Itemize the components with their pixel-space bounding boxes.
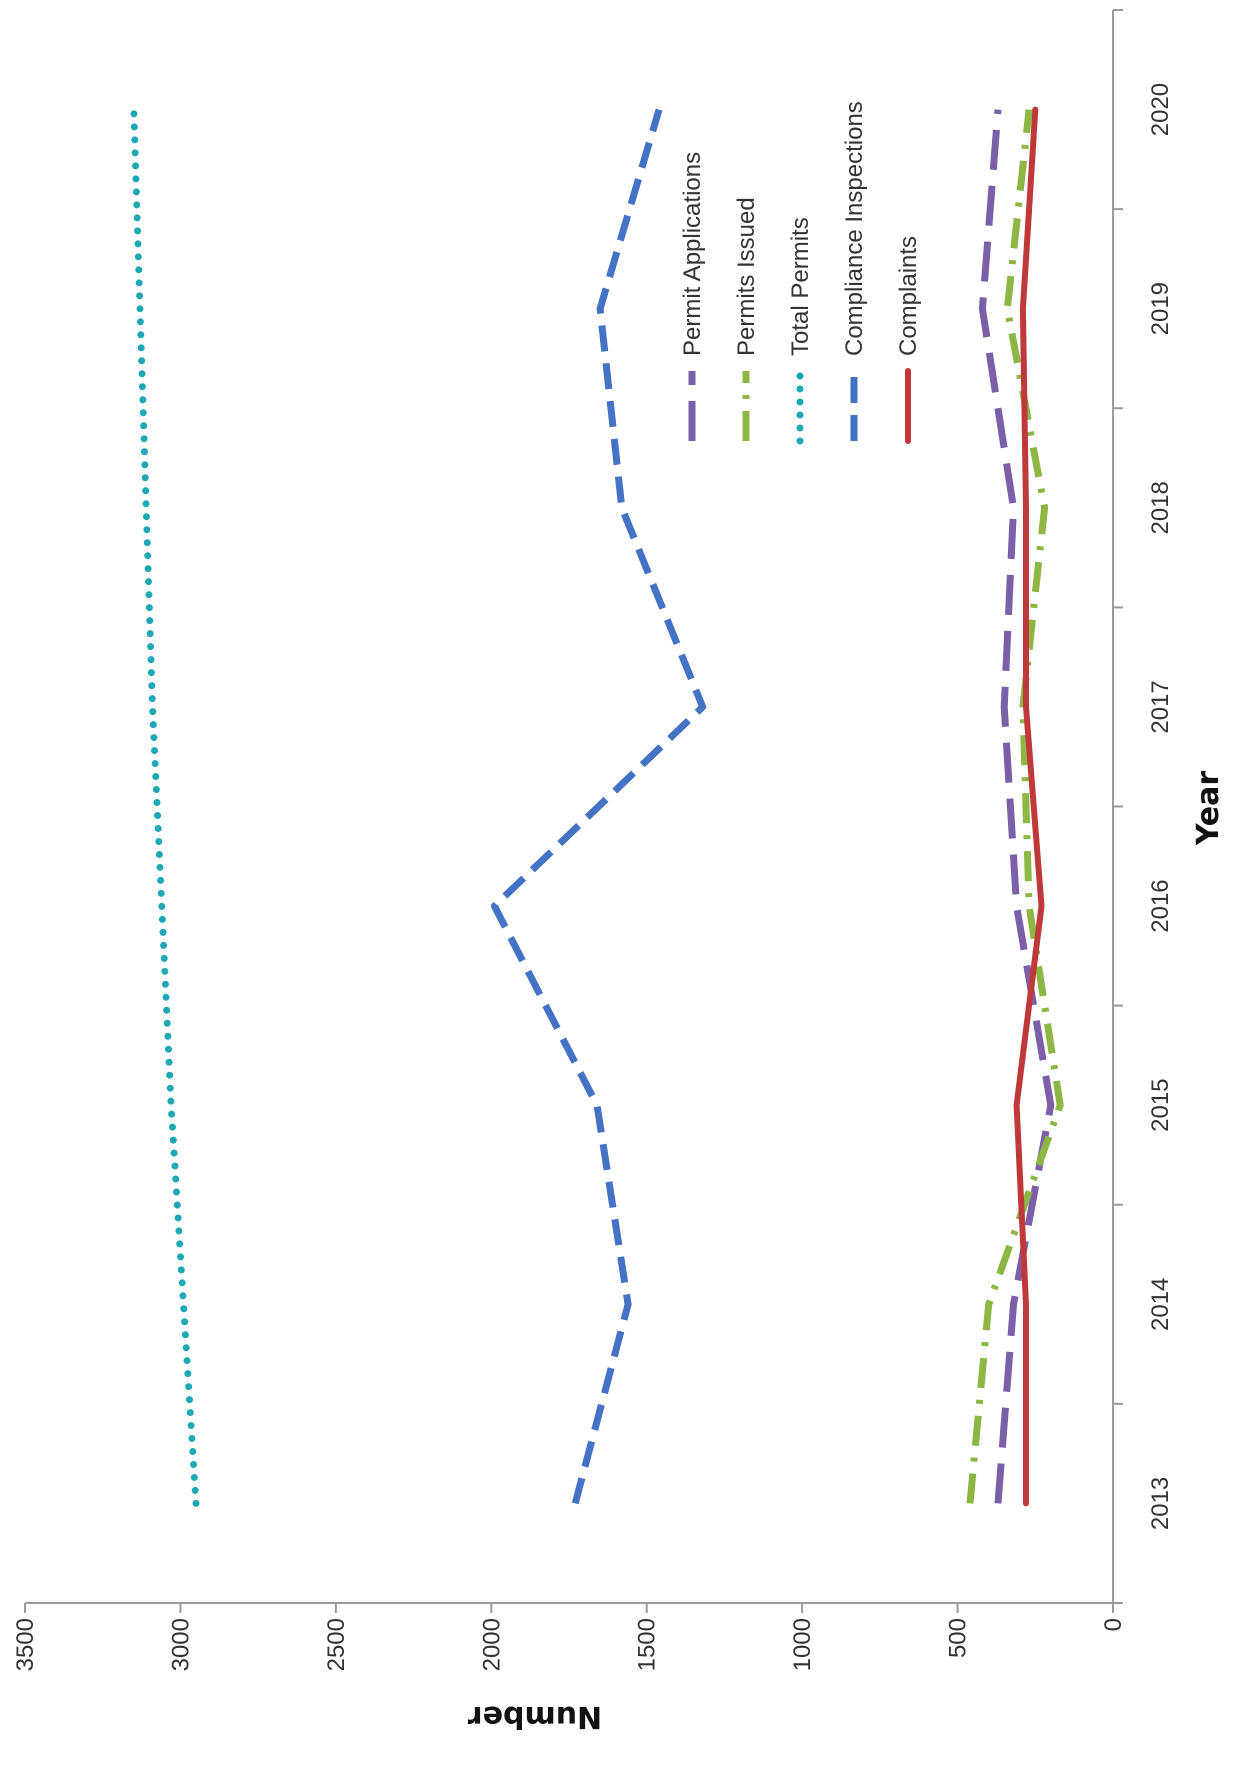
legend-label: Total Permits	[787, 217, 814, 356]
series-line-compliance-inspections	[490, 108, 707, 1505]
y-tick-label: 1000	[789, 1618, 816, 1671]
legend-label: Permits Issued	[733, 197, 760, 356]
legend-label: Permit Applications	[679, 152, 706, 356]
series-line-total-permits	[130, 106, 200, 1507]
y-tick-label: 1500	[634, 1618, 661, 1671]
y-tick-label: 500	[945, 1618, 972, 1658]
series-lines	[130, 106, 1064, 1507]
x-tick-label: 2014	[1147, 1278, 1174, 1331]
x-tick-label: 2020	[1147, 83, 1174, 136]
x-axis-title: Year	[1191, 771, 1226, 847]
y-tick-label: 3500	[12, 1618, 39, 1671]
y-tick-label: 2000	[478, 1618, 505, 1671]
x-tick-label: 2019	[1147, 282, 1174, 335]
x-tick-label: 2015	[1147, 1078, 1174, 1131]
y-tick-label: 3000	[167, 1618, 194, 1671]
series-line-permits-issued	[966, 109, 1064, 1504]
x-tick-label: 2016	[1147, 879, 1174, 932]
series-line-complaints	[1013, 106, 1045, 1507]
axes	[24, 9, 1123, 1613]
x-tick-label: 2017	[1147, 680, 1174, 733]
y-tick-label: 0	[1100, 1618, 1127, 1631]
y-tick-label: 2500	[323, 1618, 350, 1671]
series-line-permit-applications	[978, 109, 1055, 1504]
legend: Permit Applications Permits Issued Total P…	[679, 101, 922, 445]
x-tick-label: 2018	[1147, 481, 1174, 534]
legend-label: Complaints	[895, 236, 922, 356]
x-tick-label: 2013	[1147, 1477, 1174, 1530]
y-axis-title: Number	[468, 1699, 603, 1734]
legend-label: Compliance Inspections	[841, 101, 868, 356]
tick-labels: 2013 2014 2015 2016 2017 2018 2019 2020 0 500 1000…	[12, 83, 1174, 1672]
